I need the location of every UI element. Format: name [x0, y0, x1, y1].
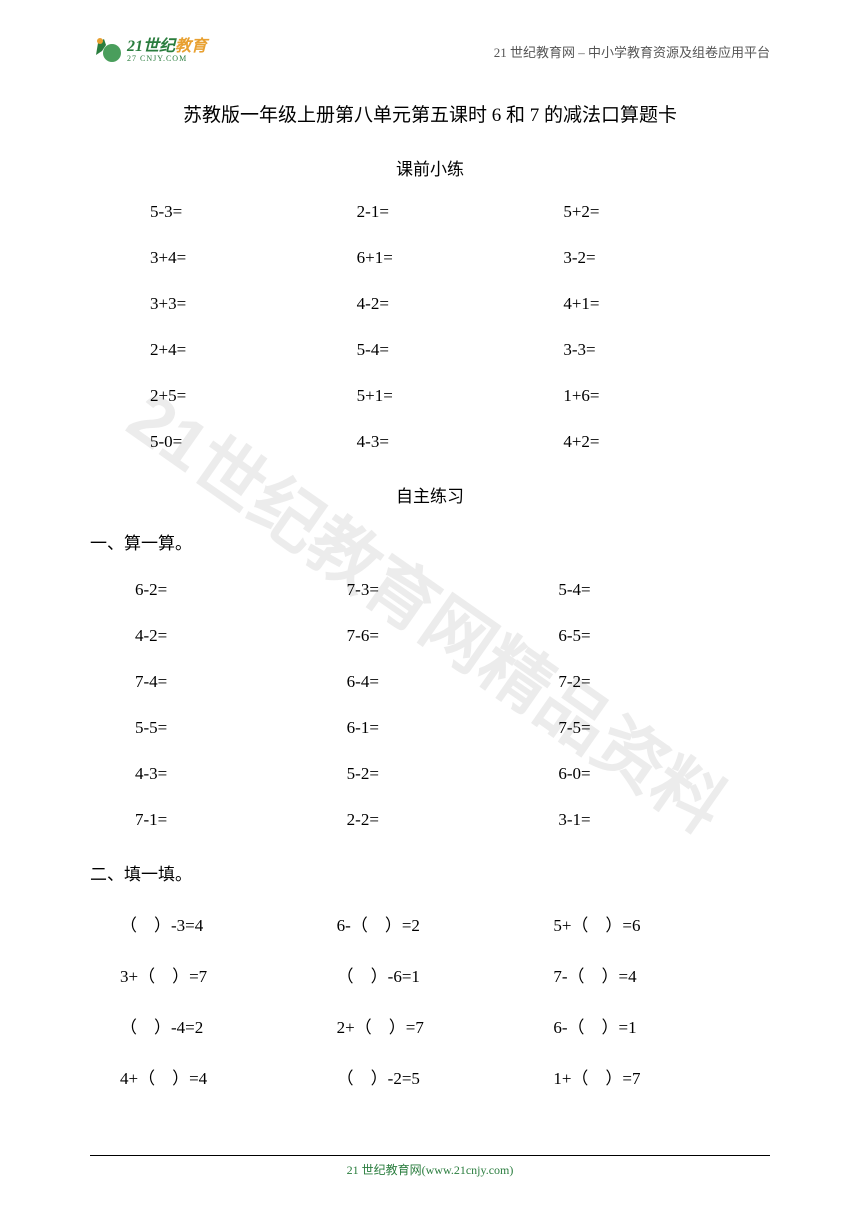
problem: 4-3= — [357, 432, 564, 452]
problem: 5-3= — [150, 202, 357, 222]
problem: 6-（ ）=1 — [553, 1013, 770, 1038]
problem: 7-3= — [347, 580, 559, 600]
logo-num: 21 — [127, 38, 143, 55]
problem: 4+（ ）=4 — [120, 1064, 337, 1089]
page-header: 21世纪教育 27 CNJY.COM 21 世纪教育网 – 中小学教育资源及组卷… — [90, 35, 770, 67]
problem: 7-1= — [135, 810, 347, 830]
problem: 3-3= — [563, 340, 770, 360]
problem: 6-4= — [347, 672, 559, 692]
problem: 5+（ ）=6 — [553, 911, 770, 936]
problem: 6-1= — [347, 718, 559, 738]
problem: 7-2= — [558, 672, 770, 692]
problem: 6+1= — [357, 248, 564, 268]
problem: （ ）-6=1 — [337, 962, 554, 987]
problem: 3+4= — [150, 248, 357, 268]
fill-grid: （ ）-3=4 6-（ ）=2 5+（ ）=6 3+（ ）=7 （ ）-6=1 … — [90, 911, 770, 1089]
problem: 7-6= — [347, 626, 559, 646]
warmup-grid: 5-3= 2-1= 5+2= 3+4= 6+1= 3-2= 3+3= 4-2= … — [90, 202, 770, 452]
logo-green: 世纪 — [143, 38, 175, 55]
footer-text: 21 世纪教育网(www.21cnjy.com) — [0, 1161, 860, 1178]
problem: 4-2= — [357, 294, 564, 314]
header-right-text: 21 世纪教育网 – 中小学教育资源及组卷应用平台 — [494, 42, 770, 61]
problem: 6-0= — [558, 764, 770, 784]
problem: 5+1= — [357, 386, 564, 406]
problem: 2+5= — [150, 386, 357, 406]
problem: 3+（ ）=7 — [120, 962, 337, 987]
section-fill-label: 二、填一填。 — [90, 860, 770, 885]
subtitle-warmup: 课前小练 — [90, 155, 770, 180]
problem: 6-5= — [558, 626, 770, 646]
problem: 4-3= — [135, 764, 347, 784]
problem: 2-1= — [357, 202, 564, 222]
problem: 5-0= — [150, 432, 357, 452]
problem: 5-4= — [558, 580, 770, 600]
problem: 4-2= — [135, 626, 347, 646]
logo-text: 21世纪教育 27 CNJY.COM — [127, 39, 207, 63]
problem: 2+（ ）=7 — [337, 1013, 554, 1038]
section-calc-label: 一、算一算。 — [90, 529, 770, 554]
problem: 2+4= — [150, 340, 357, 360]
problem: 5+2= — [563, 202, 770, 222]
footer-line — [90, 1155, 770, 1156]
problem: 1+（ ）=7 — [553, 1064, 770, 1089]
subtitle-practice: 自主练习 — [90, 482, 770, 507]
problem: 1+6= — [563, 386, 770, 406]
problem: 6-2= — [135, 580, 347, 600]
problem: 5-4= — [357, 340, 564, 360]
problem: 7-4= — [135, 672, 347, 692]
calc-grid: 6-2= 7-3= 5-4= 4-2= 7-6= 6-5= 7-4= 6-4= … — [90, 580, 770, 830]
problem: （ ）-3=4 — [120, 911, 337, 936]
problem: 7-（ ）=4 — [553, 962, 770, 987]
problem: 3+3= — [150, 294, 357, 314]
problem: 6-（ ）=2 — [337, 911, 554, 936]
problem: 2-2= — [347, 810, 559, 830]
problem: 3-2= — [563, 248, 770, 268]
logo-text-sub: 27 CNJY.COM — [127, 55, 207, 63]
problem: 4+1= — [563, 294, 770, 314]
logo: 21世纪教育 27 CNJY.COM — [90, 35, 207, 67]
problem: 4+2= — [563, 432, 770, 452]
problem: （ ）-2=5 — [337, 1064, 554, 1089]
logo-orange: 教育 — [175, 38, 207, 55]
problem: 7-5= — [558, 718, 770, 738]
problem: 5-5= — [135, 718, 347, 738]
page-title: 苏教版一年级上册第八单元第五课时 6 和 7 的减法口算题卡 — [90, 100, 770, 127]
problem: （ ）-4=2 — [120, 1013, 337, 1038]
problem: 5-2= — [347, 764, 559, 784]
logo-icon — [90, 35, 122, 67]
logo-text-main: 21世纪教育 — [127, 39, 207, 55]
problem: 3-1= — [558, 810, 770, 830]
